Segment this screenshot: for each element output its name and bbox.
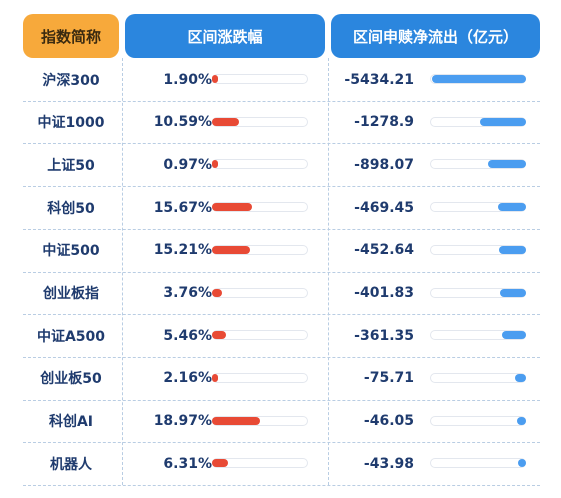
period-change-value: 6.31%: [163, 455, 212, 472]
row-divider: [23, 442, 540, 444]
change-bar: [212, 160, 218, 169]
index-name: 中证A500: [36, 328, 106, 345]
table-row: 中证500 15.21% -452.64: [0, 229, 561, 272]
net-outflow-value: -5434.21: [344, 71, 414, 88]
row-divider: [23, 485, 540, 486]
outflow-bar-track: [430, 458, 526, 469]
change-bar: [212, 416, 260, 425]
outflow-bar: [500, 288, 526, 297]
outflow-bar: [514, 373, 526, 382]
change-bar-track: [212, 159, 308, 170]
index-name: 机器人: [50, 456, 92, 473]
net-outflow-value: -469.45: [354, 199, 414, 216]
outflow-bar: [487, 160, 526, 169]
table-row: 沪深300 1.90% -5434.21: [0, 58, 561, 101]
row-divider: [23, 314, 540, 316]
row-divider: [23, 143, 540, 145]
period-change-value: 3.76%: [163, 285, 212, 301]
period-change-value: 15.21%: [153, 242, 212, 259]
change-bar-track: [212, 372, 308, 383]
row-divider: [23, 100, 540, 102]
row-divider: [23, 271, 540, 273]
outflow-bar-track: [430, 415, 526, 426]
change-bar: [212, 203, 252, 212]
net-outflow-value: -46.05: [363, 413, 414, 430]
net-outflow-value: -898.07: [354, 156, 414, 173]
outflow-bar: [432, 75, 526, 83]
change-bar: [212, 288, 222, 297]
net-outflow-value: -452.64: [354, 242, 414, 259]
outflow-bar: [501, 331, 526, 340]
period-change-value: 2.16%: [163, 370, 212, 387]
table-row: 中证A500 5.46% -361.35: [0, 314, 561, 357]
change-bar: [212, 331, 226, 340]
period-change-value: 5.46%: [163, 327, 212, 344]
table-row: 科创50 15.67% -469.45: [0, 186, 561, 229]
table-row: 创业板50 2.16% -75.71: [0, 357, 561, 400]
outflow-bar: [517, 459, 526, 468]
row-divider: [23, 356, 540, 358]
period-change-value: 10.59%: [153, 114, 212, 131]
header-index-name: 指数简称: [23, 14, 119, 58]
outflow-bar-track: [430, 372, 526, 383]
period-change-value: 0.97%: [163, 156, 212, 173]
net-outflow-value: -401.83: [354, 285, 414, 301]
change-bar-track: [212, 74, 308, 84]
change-bar: [212, 75, 218, 83]
table-row: 中证1000 10.59% -1278.9: [0, 101, 561, 144]
change-bar: [212, 117, 239, 126]
table-row: 机器人 6.31% -43.98: [0, 442, 561, 485]
period-change-value: 1.90%: [163, 71, 212, 88]
change-bar-track: [212, 287, 308, 298]
change-bar: [212, 373, 218, 382]
table-row: 上证50 0.97% -898.07: [0, 143, 561, 186]
index-name: 创业板50: [40, 371, 102, 388]
change-bar: [212, 459, 228, 468]
period-change-value: 15.67%: [153, 199, 212, 216]
outflow-bar: [498, 203, 526, 212]
index-name: 中证500: [42, 243, 100, 260]
row-divider: [23, 186, 540, 188]
net-outflow-value: -43.98: [363, 455, 414, 472]
row-divider: [23, 399, 540, 401]
index-name: 科创AI: [48, 414, 94, 431]
outflow-bar: [498, 245, 526, 254]
period-change-value: 18.97%: [153, 413, 212, 430]
index-name: 创业板指: [43, 286, 99, 302]
net-outflow-value: -75.71: [363, 370, 414, 387]
change-bar: [212, 245, 251, 254]
index-name: 中证1000: [37, 115, 105, 132]
outflow-bar: [517, 416, 526, 425]
row-divider: [23, 228, 540, 230]
header-period-change: 区间涨跌幅: [125, 14, 325, 58]
index-name: 上证50: [47, 157, 95, 174]
net-outflow-value: -361.35: [354, 327, 414, 344]
index-name: 沪深300: [42, 72, 100, 89]
index-name: 科创50: [47, 200, 95, 217]
header-net-outflow: 区间申赎净流出（亿元）: [331, 14, 540, 58]
change-bar-track: [212, 330, 308, 341]
table-row: 科创AI 18.97% -46.05: [0, 400, 561, 443]
table-row: 创业板指 3.76% -401.83: [0, 272, 561, 315]
net-outflow-value: -1278.9: [354, 114, 414, 131]
outflow-bar: [480, 117, 526, 126]
